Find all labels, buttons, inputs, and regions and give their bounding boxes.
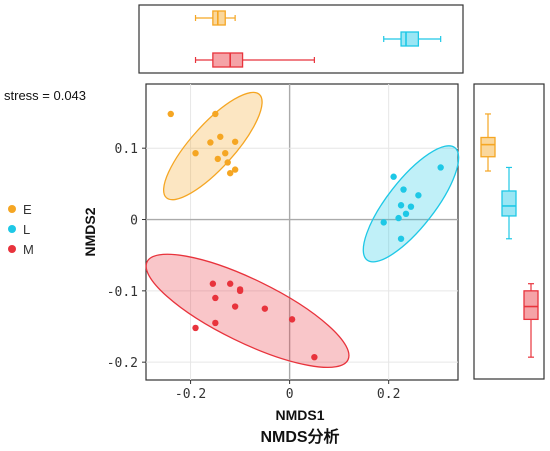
point-M (212, 320, 218, 326)
point-E (225, 159, 231, 165)
box (481, 137, 495, 156)
y-tick-label: 0 (130, 214, 138, 229)
point-E (217, 134, 223, 140)
point-E (232, 139, 238, 145)
point-L (398, 202, 404, 208)
point-M (212, 295, 218, 301)
x-axis-title: NMDS1 (275, 407, 324, 423)
y-axis-ticks: 0.1 0 -0.1 -0.2 (107, 142, 146, 371)
legend-swatch-M (8, 245, 16, 253)
box (401, 32, 418, 46)
point-L (437, 164, 443, 170)
x-tick-label: 0 (286, 387, 294, 402)
point-L (415, 192, 421, 198)
legend-swatch-L (8, 225, 16, 233)
box (213, 53, 243, 67)
point-E (192, 150, 198, 156)
legend-label-L: L (23, 222, 30, 237)
point-L (381, 219, 387, 225)
box (213, 11, 225, 25)
legend-label-M: M (23, 242, 34, 257)
legend: ELM (8, 202, 34, 257)
point-M (311, 354, 317, 360)
point-E (222, 150, 228, 156)
point-E (168, 111, 174, 117)
y-tick-label: 0.1 (115, 142, 138, 157)
stress-label: stress = 0.043 (4, 88, 86, 103)
point-L (400, 186, 406, 192)
box (502, 191, 516, 216)
x-tick-label: -0.2 (175, 387, 206, 402)
point-M (262, 305, 268, 311)
legend-label-E: E (23, 202, 32, 217)
box (524, 291, 538, 320)
y-tick-label: -0.2 (107, 356, 138, 371)
point-L (403, 211, 409, 217)
point-M (289, 316, 295, 322)
x-axis-subtitle: NMDS分析 (260, 427, 339, 446)
y-axis-title: NMDS2 (82, 207, 98, 256)
point-L (398, 236, 404, 242)
point-M (237, 288, 243, 294)
point-E (215, 156, 221, 162)
point-M (192, 325, 198, 331)
point-L (390, 174, 396, 180)
point-E (207, 139, 213, 145)
y-tick-label: -0.1 (107, 285, 138, 300)
legend-swatch-E (8, 205, 16, 213)
point-L (395, 215, 401, 221)
point-L (408, 203, 414, 209)
point-E (232, 166, 238, 172)
point-M (232, 303, 238, 309)
point-M (227, 281, 233, 287)
x-axis-ticks: -0.2 0 0.2 (175, 380, 400, 402)
point-M (210, 281, 216, 287)
x-tick-label: 0.2 (377, 387, 400, 402)
point-E (212, 111, 218, 117)
